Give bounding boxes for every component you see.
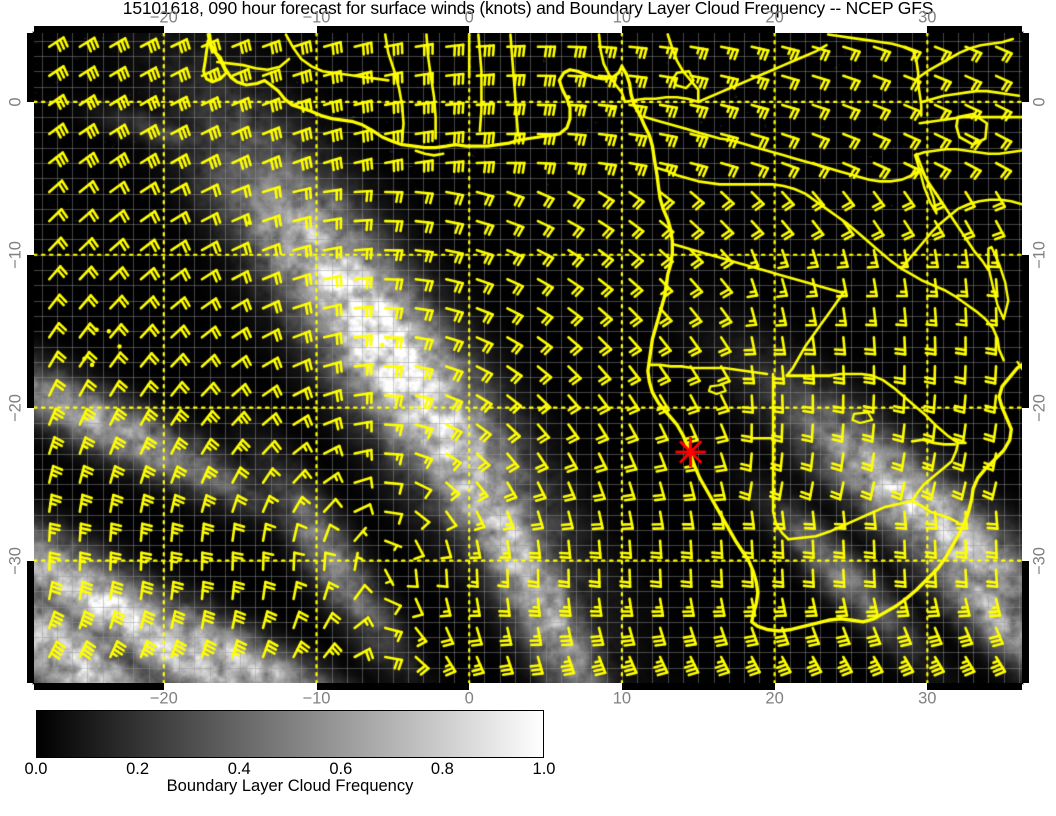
axis-segment (27, 560, 34, 683)
y-tick-label-right: −10 (1030, 240, 1049, 269)
axis-left (27, 33, 34, 683)
colorbar[interactable] (36, 710, 544, 758)
y-tick-label-left: −20 (6, 393, 25, 422)
y-tick-label-left: −30 (6, 546, 25, 575)
axis-segment (1022, 33, 1029, 102)
axis-segment (34, 683, 164, 690)
x-tick-label-top: 0 (464, 8, 474, 27)
x-tick-label-top: −10 (302, 8, 331, 27)
x-tick-label-top: 10 (612, 8, 632, 27)
x-tick-label-bottom: −10 (302, 689, 331, 708)
colorbar-tick-label: 1.0 (532, 760, 556, 778)
axis-top (34, 26, 1022, 33)
axis-bottom (34, 683, 1022, 690)
x-tick-label-top: 30 (918, 8, 937, 27)
axis-segment (621, 683, 775, 690)
y-tick-label-left: 0 (6, 97, 25, 107)
axis-segment (621, 26, 775, 33)
axis-segment (27, 33, 34, 102)
y-tick-label-left: −10 (6, 240, 25, 269)
colorbar-tick-label: 0.4 (227, 760, 251, 778)
axis-segment (316, 683, 470, 690)
colorbar-title: Boundary Layer Cloud Frequency (166, 777, 414, 795)
page-title: 15101618, 090 hour forecast for surface … (122, 0, 934, 18)
x-tick-label-bottom: 20 (765, 689, 784, 708)
x-tick-label-bottom: 30 (918, 689, 937, 708)
axis-segment (1022, 560, 1029, 683)
axis-segment (34, 26, 164, 33)
y-tick-label-right: −30 (1030, 546, 1049, 575)
colorbar-tick-label: 0.6 (329, 760, 353, 778)
axis-right (1022, 33, 1029, 683)
colorbar-tick-label: 0.0 (24, 760, 48, 778)
cloud-frequency-map[interactable] (34, 33, 1022, 683)
x-tick-label-bottom: 10 (612, 689, 632, 708)
x-tick-label-top: −20 (149, 8, 178, 27)
x-tick-label-bottom: −20 (149, 689, 178, 708)
axis-segment (27, 254, 34, 408)
colorbar-tick-label: 0.8 (430, 760, 454, 778)
axis-segment (927, 683, 1022, 690)
x-tick-label-bottom: 0 (464, 689, 474, 708)
axis-segment (1022, 254, 1029, 408)
axis-segment (316, 26, 470, 33)
map-plot-area[interactable] (34, 33, 1022, 683)
axis-segment (927, 26, 1022, 33)
colorbar-tick-label: 0.2 (126, 760, 150, 778)
x-tick-label-top: 20 (765, 8, 784, 27)
y-tick-label-right: 0 (1030, 97, 1049, 107)
y-tick-label-right: −20 (1030, 393, 1049, 422)
